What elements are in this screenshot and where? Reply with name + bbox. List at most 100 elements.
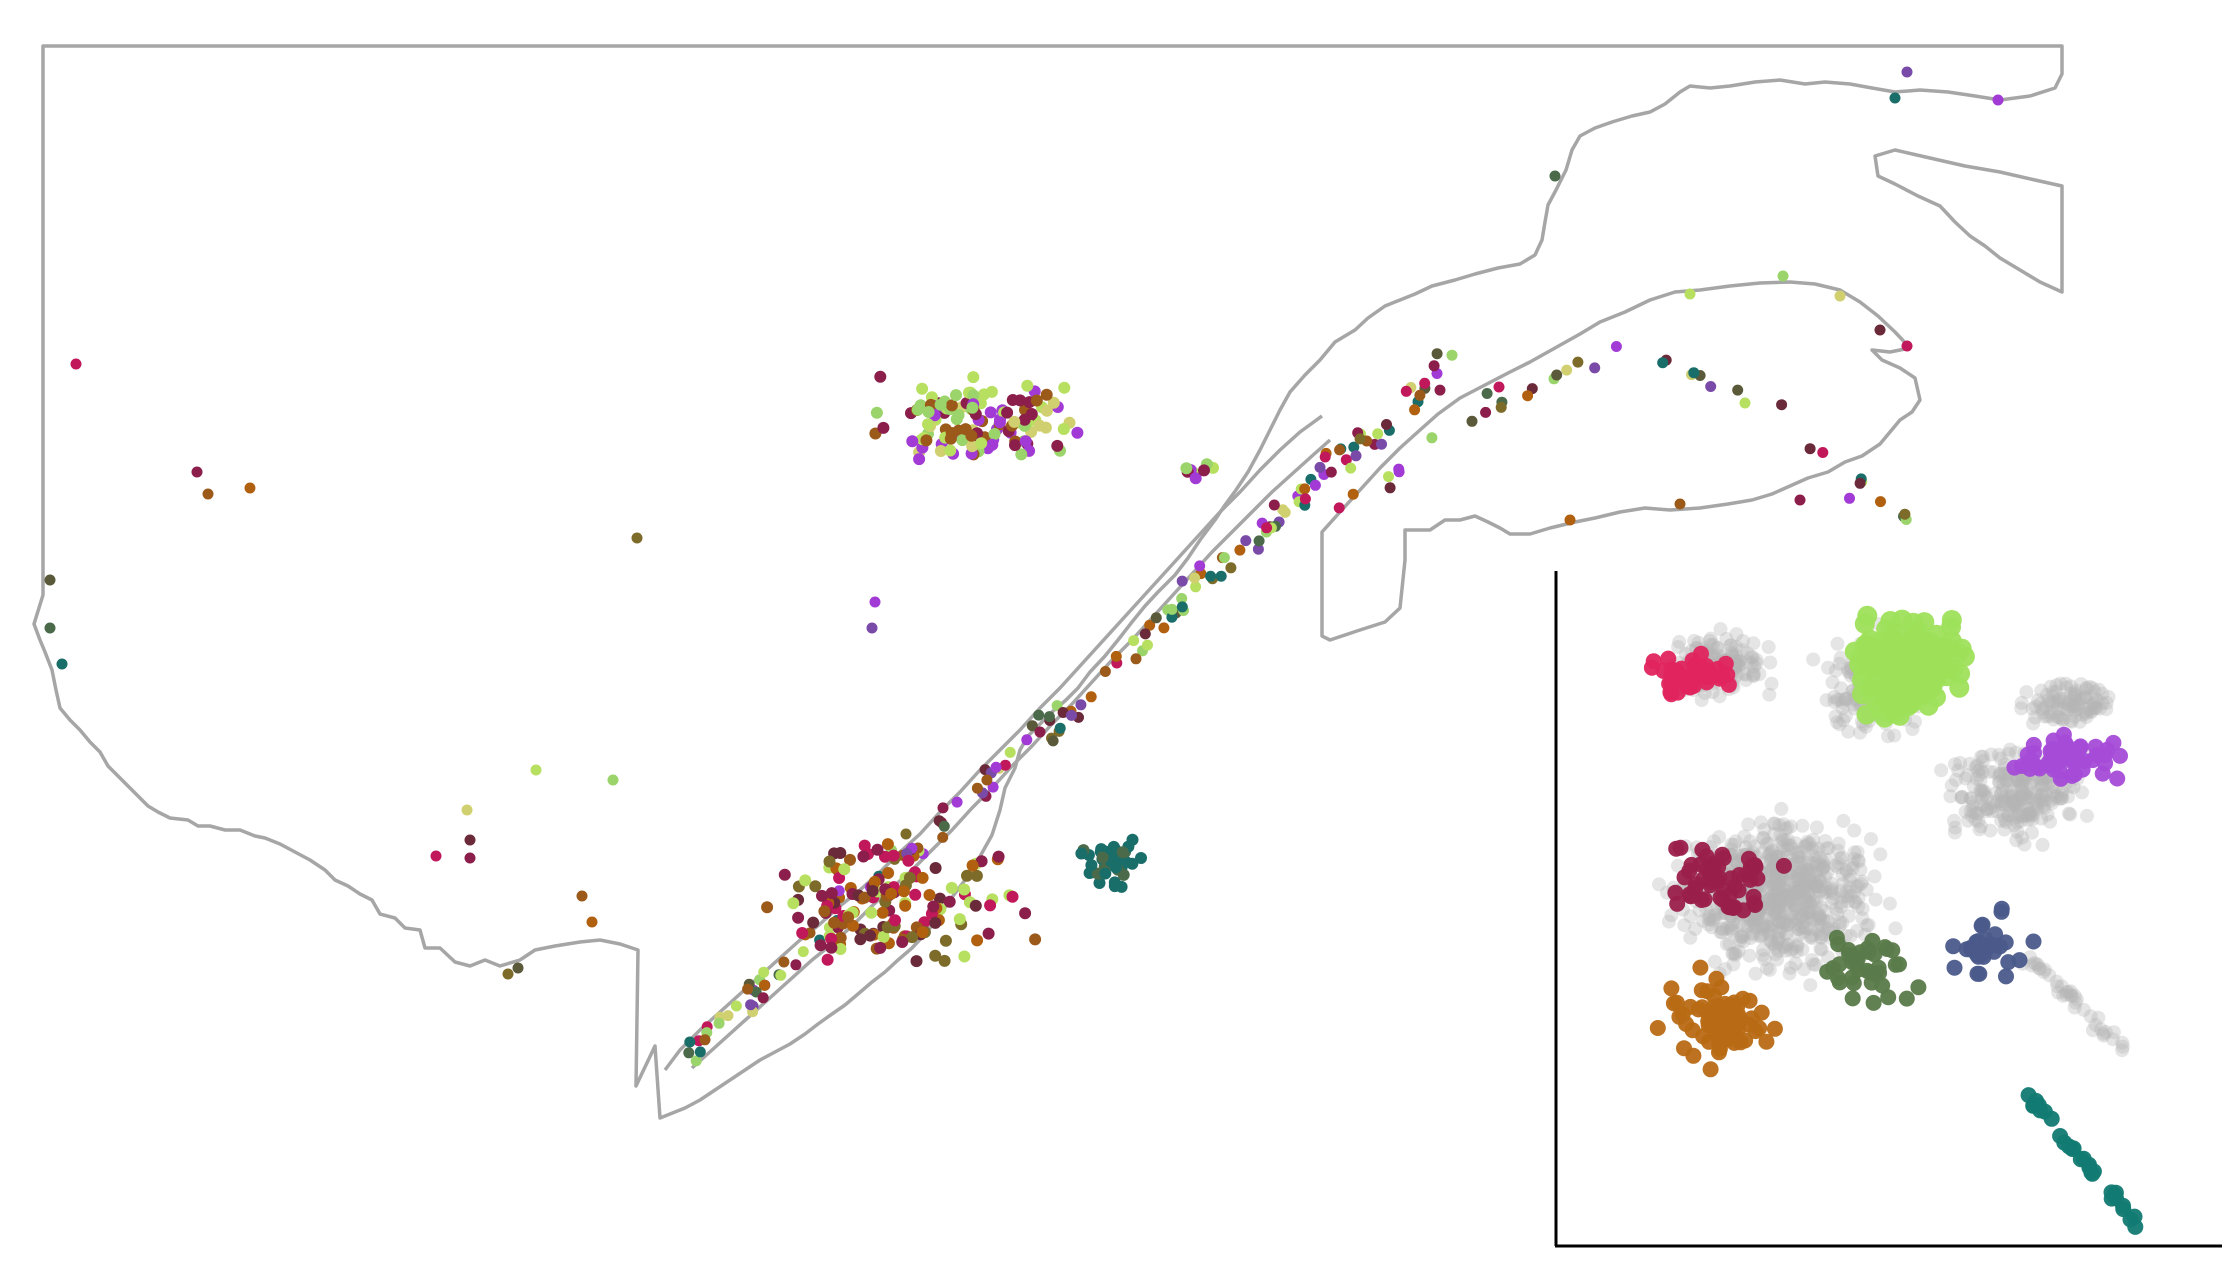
background-point xyxy=(1671,640,1686,654)
background-point xyxy=(1731,657,1746,672)
background-point xyxy=(1701,911,1716,926)
background-point xyxy=(1833,915,1847,930)
sample-point xyxy=(1043,711,1055,723)
background-point xyxy=(2048,791,2063,806)
sample-point xyxy=(858,891,871,904)
background-point xyxy=(1851,899,1866,914)
sample-point xyxy=(1480,406,1492,418)
cluster-point xyxy=(2105,734,2122,751)
background-point xyxy=(1797,866,1812,881)
background-point xyxy=(1843,880,1857,895)
background-point xyxy=(1974,784,1989,799)
background-point xyxy=(1859,882,1874,897)
background-point xyxy=(1834,681,1849,696)
sample-point xyxy=(1383,471,1394,483)
background-point xyxy=(1734,929,1749,944)
background-point xyxy=(1776,891,1791,906)
background-point xyxy=(1768,876,1783,891)
background-point xyxy=(1792,921,1807,936)
background-point xyxy=(1810,910,1825,925)
sample-point xyxy=(1006,890,1019,903)
sample-point xyxy=(1268,499,1280,511)
sample-point xyxy=(1117,868,1130,881)
cluster-point xyxy=(2108,1190,2124,1207)
background-point xyxy=(1808,867,1823,882)
cluster-point xyxy=(1643,659,1660,676)
background-point xyxy=(1770,935,1785,950)
background-point xyxy=(1799,892,1813,907)
sample-point xyxy=(792,911,805,924)
sample-point xyxy=(950,389,962,402)
background-point xyxy=(2006,788,2021,803)
background-point xyxy=(1812,908,1827,923)
background-point xyxy=(1832,918,1847,933)
background-point xyxy=(1764,676,1779,691)
background-point xyxy=(1736,634,1750,648)
background-point xyxy=(1747,659,1762,674)
background-point xyxy=(2019,791,2034,806)
sample-point xyxy=(882,867,895,879)
background-point xyxy=(1723,918,1738,933)
background-point xyxy=(2009,833,2024,848)
background-point xyxy=(1823,884,1838,899)
sample-point xyxy=(1205,570,1217,582)
background-point xyxy=(1747,839,1762,854)
sample-point xyxy=(1319,451,1331,463)
background-point xyxy=(1770,905,1785,920)
sample-point xyxy=(1299,483,1311,495)
background-point xyxy=(1775,915,1790,929)
background-point xyxy=(1790,939,1805,954)
background-point xyxy=(1971,806,1985,821)
background-point xyxy=(1833,851,1848,866)
cluster-point xyxy=(2025,933,2042,950)
cluster-point xyxy=(1945,938,1962,955)
background-point xyxy=(2007,818,2022,833)
background-point xyxy=(1845,861,1860,876)
background-point xyxy=(1993,797,2008,812)
background-point xyxy=(2068,687,2083,702)
background-point xyxy=(1738,840,1753,855)
background-point xyxy=(1780,832,1795,847)
sample-point xyxy=(70,358,82,370)
background-point xyxy=(2060,702,2075,717)
sample-point xyxy=(900,828,912,840)
background-point xyxy=(1951,763,1966,778)
background-point xyxy=(2074,677,2089,692)
background-point xyxy=(1777,888,1792,903)
background-point xyxy=(2091,1010,2106,1025)
cluster-point xyxy=(1946,959,1963,976)
background-point xyxy=(1802,904,1817,919)
background-point xyxy=(2083,1009,2098,1024)
background-point xyxy=(1814,929,1829,944)
background-point xyxy=(1851,853,1866,868)
sample-point xyxy=(1198,464,1210,477)
background-point xyxy=(1997,822,2012,837)
background-point xyxy=(1737,666,1752,681)
background-point xyxy=(2005,773,2020,788)
background-point xyxy=(1979,802,1994,816)
background-point xyxy=(2075,707,2090,722)
sample-point xyxy=(1354,433,1366,445)
background-point xyxy=(1796,879,1811,894)
background-point xyxy=(1760,894,1775,909)
sample-point xyxy=(961,869,973,882)
background-point xyxy=(2034,683,2049,698)
sample-point xyxy=(1340,454,1352,466)
background-point xyxy=(1854,876,1869,891)
background-point xyxy=(2035,791,2050,806)
background-point xyxy=(2054,788,2069,803)
sample-point xyxy=(1705,381,1717,392)
background-point xyxy=(1696,913,1711,928)
background-point xyxy=(1779,937,1794,952)
sample-point xyxy=(993,416,1006,429)
background-point xyxy=(1984,747,1999,762)
background-point xyxy=(1814,900,1828,915)
background-point xyxy=(2082,702,2097,717)
background-point xyxy=(1726,946,1741,961)
sample-point xyxy=(1325,466,1337,478)
background-point xyxy=(1714,921,1729,936)
background-point xyxy=(2096,1028,2111,1043)
background-point xyxy=(1819,852,1834,867)
background-point xyxy=(2043,814,2057,829)
